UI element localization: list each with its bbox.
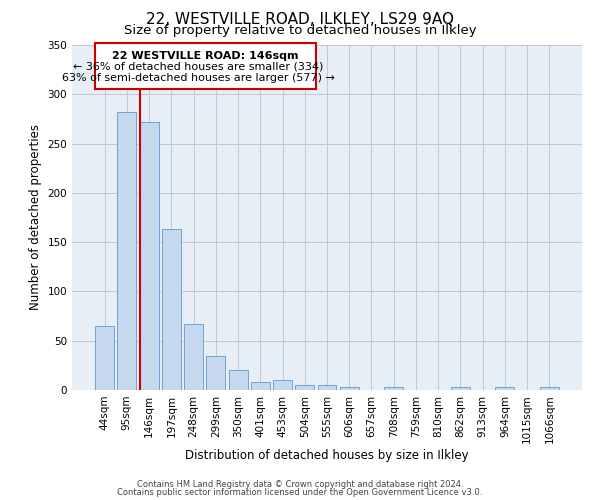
Text: Contains public sector information licensed under the Open Government Licence v3: Contains public sector information licen… [118,488,482,497]
Bar [384,387,403,390]
Y-axis label: Number of detached properties: Number of detached properties [29,124,42,310]
Bar [273,380,292,390]
Text: Size of property relative to detached houses in Ilkley: Size of property relative to detached ho… [124,24,476,37]
Bar [496,387,514,390]
X-axis label: Distribution of detached houses by size in Ilkley: Distribution of detached houses by size … [185,449,469,462]
Bar [229,370,248,390]
Bar [206,356,225,390]
Text: Contains HM Land Registry data © Crown copyright and database right 2024.: Contains HM Land Registry data © Crown c… [137,480,463,489]
Bar [251,382,270,390]
Bar [118,112,136,390]
Bar [317,385,337,390]
Bar [162,230,181,390]
Bar [184,324,203,390]
Text: 22, WESTVILLE ROAD, ILKLEY, LS29 9AQ: 22, WESTVILLE ROAD, ILKLEY, LS29 9AQ [146,12,454,28]
Text: 22 WESTVILLE ROAD: 146sqm: 22 WESTVILLE ROAD: 146sqm [112,51,299,61]
Text: ← 36% of detached houses are smaller (334): ← 36% of detached houses are smaller (33… [73,62,324,72]
Bar [95,326,114,390]
Bar [295,385,314,390]
Text: 63% of semi-detached houses are larger (577) →: 63% of semi-detached houses are larger (… [62,72,335,83]
Bar [451,387,470,390]
Bar [140,122,158,390]
FancyBboxPatch shape [95,43,316,90]
Bar [340,387,359,390]
Bar [540,387,559,390]
